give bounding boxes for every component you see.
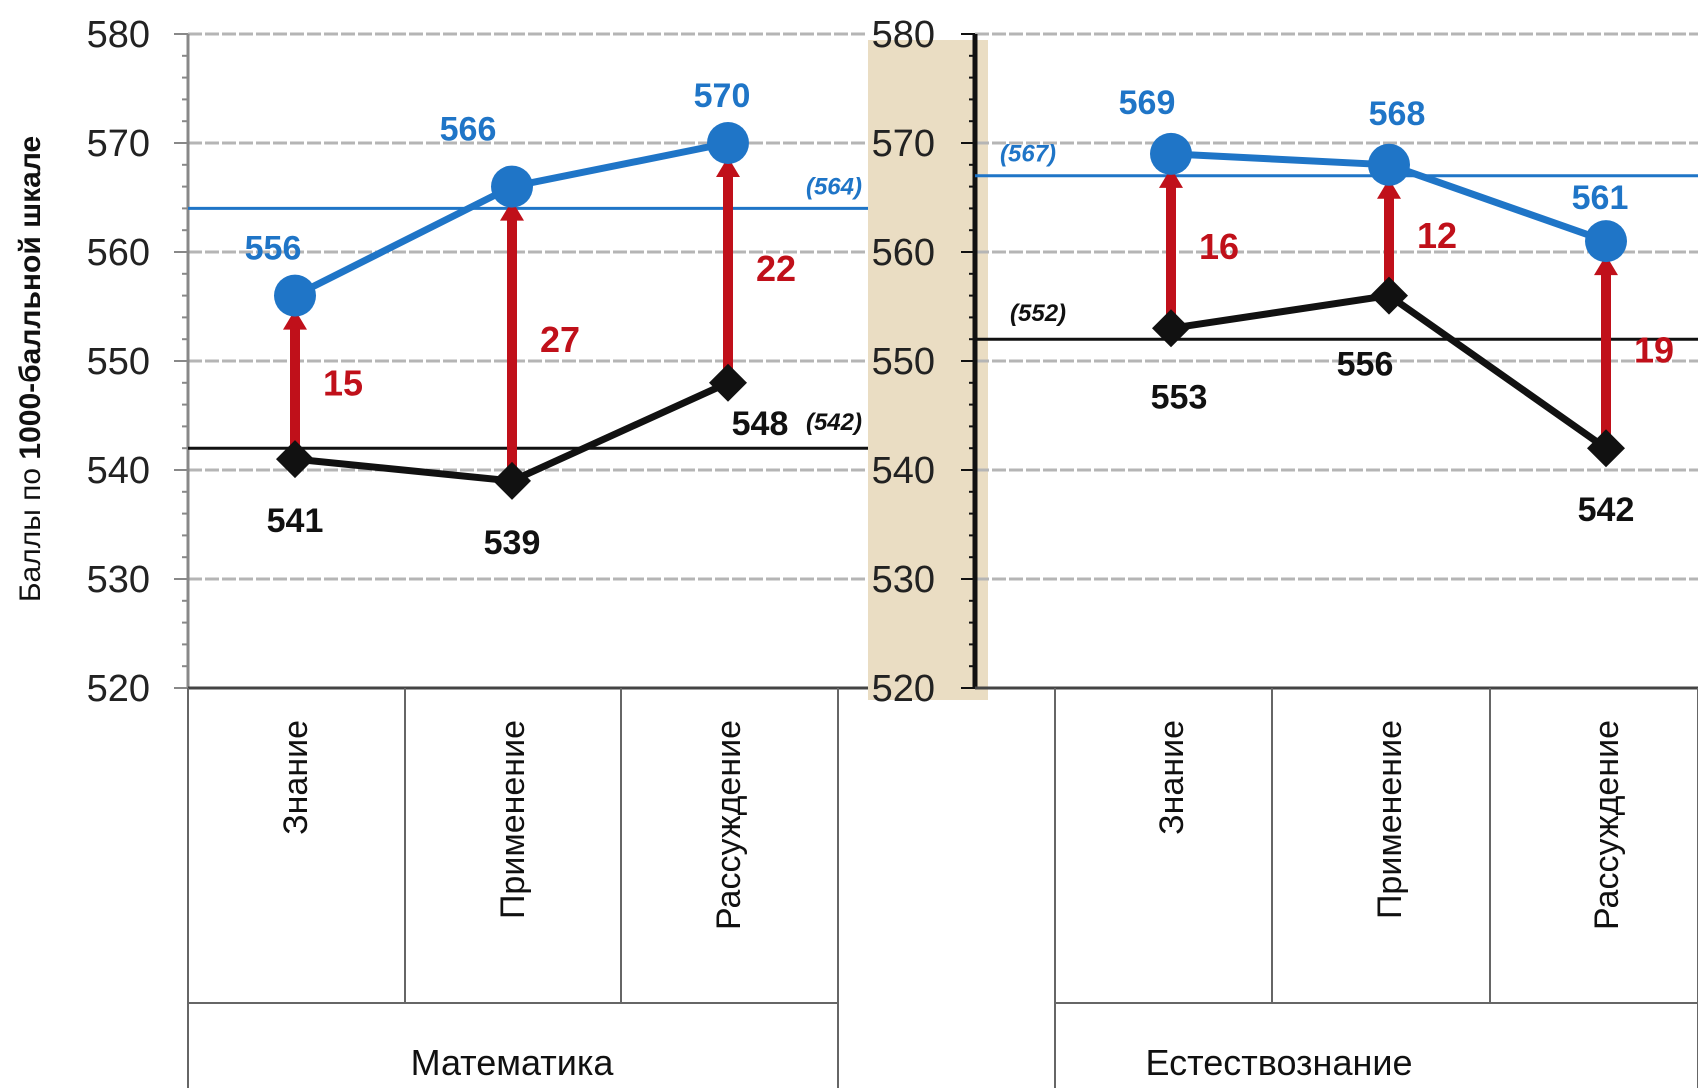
top-series-marker: [707, 122, 749, 164]
difference-label: 16: [1199, 226, 1239, 267]
y-tick-label: 560: [87, 232, 150, 274]
top-value-label: 569: [1119, 84, 1176, 122]
y-tick-label: 560: [872, 232, 935, 274]
y-tick-label: 520: [872, 668, 935, 710]
category-label: Применение: [1371, 720, 1409, 919]
category-label: Знание: [277, 720, 315, 835]
bottom-series-marker: [1587, 429, 1625, 468]
top-reference-label: (567): [1000, 141, 1056, 168]
y-axis-label: Баллы по 1000-балльной шкале: [14, 136, 47, 602]
y-tick-label: 550: [87, 341, 150, 383]
difference-arrow-head: [716, 157, 740, 177]
y-tick-label: 540: [872, 450, 935, 492]
bottom-value-label: 553: [1151, 378, 1208, 416]
difference-arrow-head: [1594, 255, 1618, 276]
bottom-series-marker: [276, 440, 314, 479]
y-tick-label: 530: [87, 559, 150, 601]
bottom-value-label: 548: [732, 405, 789, 443]
y-axis-label-part-1: Баллы: [14, 501, 47, 602]
chart-root: 520 520 530 530 540 540 550 550 560 560 570 570 580 5…: [87, 14, 1698, 1088]
difference-arrow-head: [1377, 178, 1401, 199]
top-series-marker: [1368, 143, 1410, 186]
category-label: Рассуждение: [1588, 720, 1626, 930]
y-tick-label: 570: [872, 123, 935, 165]
panel-label: Математика: [411, 1042, 615, 1083]
bottom-value-label: 541: [267, 502, 324, 540]
difference-arrow-head: [1159, 167, 1183, 188]
difference-label: 12: [1417, 215, 1457, 256]
y-tick-label: 580: [872, 14, 935, 56]
top-value-label: 570: [694, 77, 751, 115]
bottom-reference-label: (542): [806, 409, 862, 436]
y-axis-label-part-3: 1000-балльной шкале: [14, 136, 47, 460]
top-value-label: 561: [1572, 179, 1629, 217]
difference-label: 22: [756, 248, 796, 289]
top-series-marker: [491, 165, 533, 208]
y-tick-label: 520: [87, 668, 150, 710]
y-axis-label-part-2: по: [14, 460, 47, 501]
difference-label: 27: [540, 319, 580, 360]
bottom-series-marker: [1370, 276, 1408, 315]
category-label: Применение: [494, 720, 532, 919]
bottom-value-label: 556: [1337, 346, 1394, 384]
top-value-label: 568: [1369, 95, 1426, 133]
y-tick-label: 530: [872, 559, 935, 601]
top-series-marker: [274, 274, 316, 317]
category-label: Рассуждение: [710, 720, 748, 930]
y-tick-label: 550: [872, 341, 935, 383]
bottom-value-label: 539: [484, 524, 541, 562]
bottom-value-label: 542: [1578, 491, 1635, 529]
difference-label: 19: [1634, 330, 1674, 371]
top-series-marker: [1150, 132, 1192, 175]
panel-separator-band: [868, 40, 988, 700]
difference-label: 15: [323, 362, 363, 403]
top-value-label: 566: [440, 111, 497, 149]
top-value-label: 556: [245, 230, 302, 268]
category-label: Знание: [1153, 720, 1191, 835]
difference-arrow-head: [283, 309, 307, 330]
difference-arrow-head: [500, 200, 524, 221]
top-series-marker: [1585, 220, 1627, 263]
y-tick-label: 570: [87, 123, 150, 165]
bottom-series-marker: [709, 363, 747, 402]
bottom-reference-label: (552): [1010, 300, 1066, 327]
bottom-series-marker: [493, 461, 531, 500]
top-reference-label: (564): [806, 173, 862, 200]
y-tick-label: 540: [87, 450, 150, 492]
y-tick-label: 580: [87, 14, 150, 56]
panel-label: Естествознание: [1146, 1042, 1413, 1083]
bottom-series-marker: [1152, 309, 1190, 348]
